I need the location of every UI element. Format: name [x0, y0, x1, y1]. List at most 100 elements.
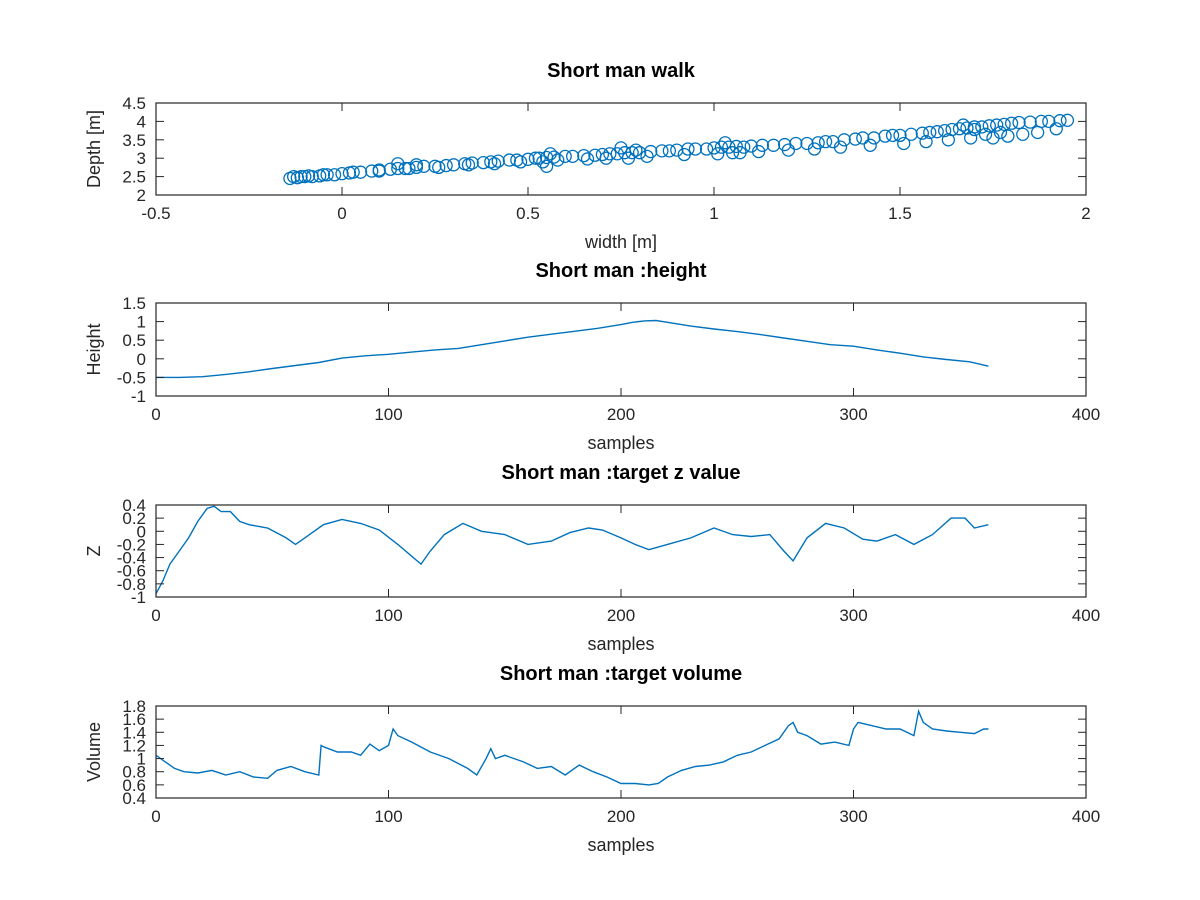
- data-point: [476, 155, 491, 170]
- data-point: [897, 136, 911, 151]
- data-point: [904, 127, 918, 141]
- x-tick-label: 400: [1072, 606, 1100, 625]
- data-point: [833, 140, 848, 154]
- data-point: [915, 126, 929, 140]
- y-axis-label: Z: [84, 546, 104, 557]
- x-tick-label: 0: [151, 405, 160, 424]
- data-point: [781, 143, 796, 157]
- data-point: [733, 146, 747, 160]
- chart-title: Short man walk: [547, 60, 696, 82]
- y-tick-label: 1.2: [122, 736, 146, 755]
- x-tick-label: 0: [151, 606, 160, 625]
- data-point: [301, 169, 316, 183]
- y-tick-label: 1: [137, 313, 146, 332]
- data-point: [353, 165, 368, 179]
- data-point: [956, 118, 970, 132]
- data-point: [294, 169, 308, 184]
- data-point: [543, 147, 557, 161]
- x-tick-label: 400: [1072, 807, 1100, 826]
- data-point: [599, 151, 613, 165]
- data-point: [1030, 125, 1045, 140]
- x-tick-label: 0.5: [516, 204, 540, 223]
- y-tick-label: 4: [137, 112, 146, 131]
- data-point: [677, 147, 691, 162]
- y-axis-label: Height: [84, 323, 104, 375]
- data-point: [1004, 116, 1019, 130]
- data-point: [941, 133, 956, 147]
- axes-frame: [155, 302, 1087, 397]
- series-line: [156, 319, 989, 379]
- y-tick-label: 0.6: [122, 776, 146, 795]
- data-point: [365, 164, 379, 178]
- data-point: [521, 152, 535, 166]
- data-point: [937, 123, 952, 138]
- data-point: [1016, 127, 1030, 141]
- x-tick-label: 200: [607, 606, 635, 625]
- x-tick-label: 1: [709, 204, 718, 223]
- x-tick-label: 100: [374, 606, 402, 625]
- x-axis-label: samples: [587, 634, 654, 654]
- data-point: [532, 151, 546, 165]
- data-point: [1060, 113, 1075, 127]
- data-point: [848, 132, 863, 146]
- data-point: [614, 141, 628, 155]
- data-point: [1053, 114, 1067, 128]
- data-point: [885, 128, 900, 143]
- data-point: [919, 134, 933, 149]
- y-tick-label: 1.4: [122, 723, 146, 742]
- chart-1: Short man walk-0.5 0 0.5 1 1.5 222.533.544.5w…: [84, 60, 1091, 252]
- x-tick-label: 200: [607, 807, 635, 826]
- data-point: [878, 129, 892, 143]
- data-point: [409, 158, 424, 172]
- x-tick-label: 100: [374, 807, 402, 826]
- data-point: [1034, 114, 1049, 129]
- data-point: [391, 157, 405, 171]
- data-point: [286, 169, 301, 184]
- y-tick-label: 0.5: [122, 331, 146, 350]
- y-axis-label: Depth [m]: [84, 110, 104, 188]
- data-point: [952, 122, 967, 136]
- chart-title: Short man :target z value: [502, 462, 741, 484]
- data-point: [513, 155, 528, 169]
- x-tick-label: 400: [1072, 405, 1100, 424]
- data-point: [316, 168, 331, 182]
- data-point: [502, 153, 517, 167]
- data-point: [725, 146, 740, 160]
- plot-area: [156, 319, 989, 379]
- plot-area: [156, 505, 989, 595]
- x-tick-label: -0.5: [141, 204, 170, 223]
- data-point: [818, 134, 833, 149]
- data-point: [1049, 122, 1063, 136]
- data-point: [551, 153, 565, 167]
- data-point: [536, 155, 550, 169]
- data-point: [655, 144, 669, 158]
- y-tick-label: 0.4: [122, 496, 146, 515]
- x-tick-label: 200: [607, 405, 635, 424]
- data-point: [982, 119, 996, 133]
- y-tick-label: -0.5: [117, 368, 146, 387]
- data-point: [580, 152, 595, 166]
- data-point: [930, 125, 944, 139]
- chart-title: Short man :target volume: [500, 663, 742, 685]
- data-point: [766, 138, 781, 152]
- data-point: [487, 157, 502, 171]
- data-point: [629, 143, 643, 157]
- y-tick-label: 2.5: [122, 168, 146, 187]
- y-axis-label: Volume: [84, 722, 104, 782]
- data-point: [446, 158, 461, 172]
- x-tick-label: 0: [151, 807, 160, 826]
- y-tick-label: 1.8: [122, 697, 146, 716]
- data-point: [978, 127, 993, 141]
- data-point: [372, 164, 386, 178]
- data-point: [964, 131, 978, 145]
- data-point: [755, 138, 770, 152]
- data-point: [662, 144, 677, 158]
- y-tick-label: -0.2: [117, 535, 146, 554]
- x-axis-label: samples: [587, 835, 654, 855]
- data-point: [558, 149, 572, 164]
- data-point: [603, 147, 617, 161]
- data-point: [893, 128, 907, 143]
- data-point: [577, 148, 591, 163]
- y-tick-label: 0: [137, 350, 146, 369]
